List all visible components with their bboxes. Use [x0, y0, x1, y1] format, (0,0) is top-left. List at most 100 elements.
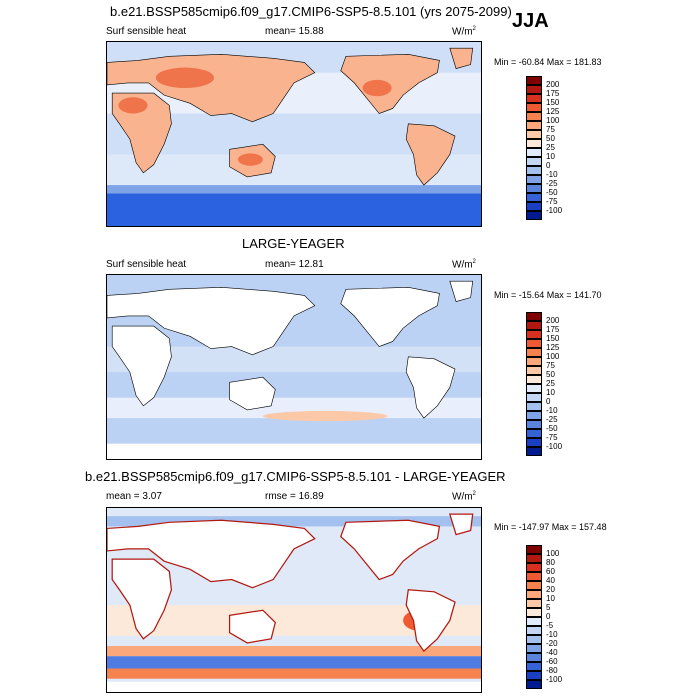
panel3-rmse: rmse = 16.89 [265, 491, 324, 502]
colorbar-tick-label: 25 [546, 379, 555, 388]
colorbar-tick-label: 10 [546, 594, 555, 603]
colorbar-cell [526, 680, 542, 689]
colorbar-tick-label: 10 [546, 152, 555, 161]
panel2-unit-text: W/m [452, 259, 473, 271]
panel1-map [106, 41, 482, 227]
colorbar-cell [526, 202, 542, 211]
colorbar-cell [526, 554, 542, 563]
colorbar-cell [526, 402, 542, 411]
colorbar-tick-label: 5 [546, 603, 551, 612]
panel1-mean-value: 15.88 [298, 26, 324, 37]
panel3-mean: mean = 3.07 [106, 491, 162, 502]
panel3-mean-value: 3.07 [142, 491, 162, 502]
colorbar-tick-label: 150 [546, 334, 560, 343]
colorbar-cell [526, 608, 542, 617]
colorbar-tick-label: 0 [546, 612, 551, 621]
colorbar-tick-label: 200 [546, 80, 560, 89]
colorbar-tick-label: 100 [546, 352, 560, 361]
panel2-unit: W/m2 [452, 259, 476, 270]
colorbar-tick-label: 100 [546, 549, 560, 558]
colorbar-cell [526, 339, 542, 348]
panel2-mean-label: mean= [265, 259, 296, 270]
panel1-hot-spots [118, 67, 392, 166]
panel2-map [106, 274, 482, 460]
panel3-rmse-value: 16.89 [298, 491, 324, 502]
colorbar-cell [526, 563, 542, 572]
colorbar-tick-label: 0 [546, 161, 551, 170]
colorbar-cell [526, 375, 542, 384]
panel3-arctic-band [107, 516, 481, 527]
colorbar-tick-label: -100 [546, 206, 563, 215]
colorbar-tick-label: 175 [546, 325, 560, 334]
colorbar-cell [526, 617, 542, 626]
colorbar-tick-label: -50 [546, 188, 558, 197]
colorbar-cell [526, 635, 542, 644]
panel1-unit: W/m2 [452, 26, 476, 37]
colorbar-cell [526, 644, 542, 653]
panel3-unit-text: W/m [452, 491, 473, 503]
colorbar-cell [526, 85, 542, 94]
colorbar-tick-label: 75 [546, 125, 555, 134]
colorbar-cell [526, 312, 542, 321]
panel3-south-warm [107, 646, 481, 657]
panel2-land [107, 280, 474, 419]
panel1-mean: mean= 15.88 [265, 26, 324, 37]
colorbar-cell [526, 121, 542, 130]
colorbar-cell [526, 438, 542, 447]
colorbar-cell [526, 626, 542, 635]
colorbar-tick-label: 100 [546, 116, 560, 125]
panel2-colorbar: 200 175 150 125 100 75 50 25 10 0 -10 -25 -50 -75 -100 [526, 312, 586, 462]
panel1-southern-band [107, 185, 481, 194]
colorbar-cell [526, 429, 542, 438]
colorbar-cell [526, 572, 542, 581]
colorbar-cell [526, 420, 542, 429]
colorbar-cell [526, 211, 542, 220]
colorbar-tick-label: 75 [546, 361, 555, 370]
colorbar-cell [526, 411, 542, 420]
colorbar-tick-label: 50 [546, 134, 555, 143]
panel3-south-cold [107, 656, 481, 669]
colorbar-cell [526, 193, 542, 202]
colorbar-tick-label: -75 [546, 433, 558, 442]
colorbar-tick-label: -25 [546, 179, 558, 188]
panel1-southern-ocean [107, 193, 481, 226]
panel3-minmax: Min = -147.97 Max = 157.48 [494, 522, 607, 532]
panel2-ocean-band1 [107, 397, 481, 419]
panel1-colorbar: 200 175 150 125 100 75 50 25 10 0 -10 -25 -50 -75 -100 [526, 76, 586, 226]
panel3-south-warm2 [107, 668, 481, 679]
colorbar-cell [526, 157, 542, 166]
colorbar-tick-label: 125 [546, 343, 560, 352]
colorbar-cell [526, 103, 542, 112]
panel1-title: b.e21.BSSP585cmip6.f09_g17.CMIP6-SSP5-8.… [110, 4, 512, 19]
panel2-variable: Surf sensible heat [106, 259, 187, 270]
colorbar-tick-label: 20 [546, 585, 555, 594]
colorbar-cell [526, 393, 542, 402]
colorbar-tick-label: -50 [546, 424, 558, 433]
panel3-unit: W/m2 [452, 491, 476, 502]
colorbar-tick-label: 10 [546, 388, 555, 397]
colorbar-cell [526, 599, 542, 608]
panel3-land [107, 513, 474, 653]
colorbar-tick-label: -100 [546, 675, 563, 684]
colorbar-cell [526, 94, 542, 103]
colorbar-tick-label: 200 [546, 316, 560, 325]
season-label: JJA [512, 10, 549, 32]
colorbar-cell [526, 545, 542, 554]
colorbar-tick-label: -10 [546, 630, 558, 639]
panel3-mean-label: mean = [106, 491, 140, 502]
colorbar-tick-label: 60 [546, 567, 555, 576]
panel1-unit-text: W/m [452, 26, 473, 38]
colorbar-cell [526, 321, 542, 330]
colorbar-cell [526, 148, 542, 157]
colorbar-tick-label: 125 [546, 107, 560, 116]
panel2-unit-exp: 2 [472, 259, 476, 265]
panel2-map-svg [107, 275, 481, 459]
colorbar-cell [526, 76, 542, 85]
panel2-mean: mean= 12.81 [265, 259, 324, 270]
panel3-rmse-label: rmse = [265, 491, 296, 502]
colorbar-cell [526, 447, 542, 456]
panel2-warm-band [262, 410, 388, 422]
colorbar-cell [526, 662, 542, 671]
colorbar-cell [526, 166, 542, 175]
panel3-colorbar: 100 80 60 40 20 10 5 0 -5 -10 -20 -40 -60 -80 -100 [526, 545, 586, 695]
